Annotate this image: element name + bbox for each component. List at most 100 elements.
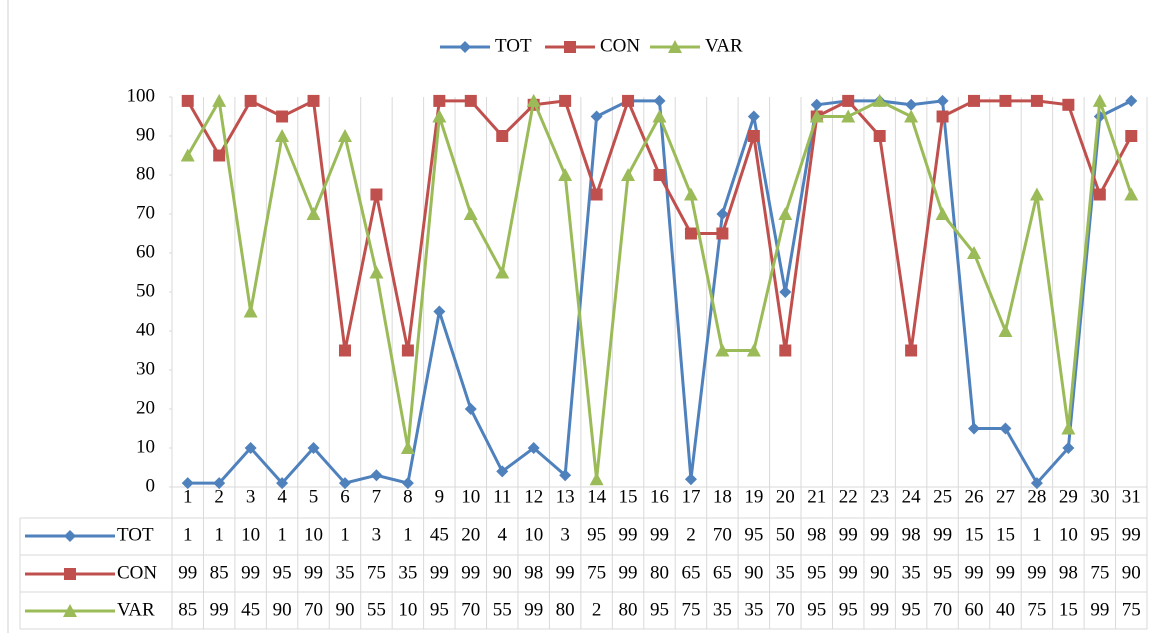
table-value: 2 xyxy=(592,599,602,620)
point xyxy=(306,207,321,220)
point xyxy=(243,304,258,318)
table-value: 10 xyxy=(398,599,417,620)
table-value: 95 xyxy=(807,599,826,620)
table-value: 99 xyxy=(650,524,669,545)
point xyxy=(337,129,352,142)
x-tick-label: 6 xyxy=(340,486,350,507)
legend-label: CON xyxy=(600,35,640,56)
x-tick-label: 12 xyxy=(524,486,543,507)
point xyxy=(433,305,446,318)
x-tick-label: 28 xyxy=(1027,486,1046,507)
table-value: 95 xyxy=(933,562,952,583)
table-value: 90 xyxy=(335,599,354,620)
x-tick-label: 13 xyxy=(556,486,575,507)
x-tick-label: 5 xyxy=(309,486,319,507)
table-value: 99 xyxy=(839,562,858,583)
point xyxy=(684,227,697,240)
point xyxy=(433,94,446,107)
legend-marker xyxy=(64,530,76,542)
legend-label: CON xyxy=(117,562,157,583)
point xyxy=(307,442,320,454)
table-value: 75 xyxy=(587,562,606,583)
x-tick-label: 10 xyxy=(461,486,480,507)
table-value: 99 xyxy=(870,524,889,545)
point xyxy=(1093,188,1106,201)
table-value: 99 xyxy=(839,524,858,545)
point xyxy=(276,110,289,123)
table-value: 99 xyxy=(430,562,449,583)
x-tick-label: 22 xyxy=(839,486,858,507)
table-value: 65 xyxy=(681,562,700,583)
table-value: 99 xyxy=(1027,562,1046,583)
table-value: 98 xyxy=(902,524,921,545)
point xyxy=(276,477,289,490)
x-tick-label: 25 xyxy=(933,486,952,507)
x-tick-label: 2 xyxy=(214,486,224,507)
point xyxy=(464,403,477,415)
table-value: 55 xyxy=(367,599,386,620)
table-value: 95 xyxy=(587,524,606,545)
x-tick-label: 15 xyxy=(619,486,638,507)
legend-marker xyxy=(459,41,471,53)
table-value: 1 xyxy=(183,524,193,545)
table-value: 99 xyxy=(524,599,543,620)
x-tick-label: 24 xyxy=(902,486,922,507)
table-value: 35 xyxy=(335,562,354,583)
x-tick-label: 9 xyxy=(435,486,445,507)
table-value: 90 xyxy=(493,562,512,583)
table-value: 99 xyxy=(210,599,229,620)
table-value: 50 xyxy=(776,524,795,545)
point xyxy=(244,94,257,107)
point xyxy=(715,343,730,357)
table-value: 15 xyxy=(1059,599,1078,620)
point xyxy=(810,98,823,111)
table-value: 95 xyxy=(273,562,292,583)
table-value: 4 xyxy=(497,524,507,545)
point xyxy=(401,344,414,357)
table-value: 2 xyxy=(686,524,696,545)
x-tick-label: 31 xyxy=(1122,486,1141,507)
y-tick-label: 30 xyxy=(136,358,155,379)
point xyxy=(1029,187,1044,201)
point xyxy=(181,94,194,107)
point xyxy=(370,188,383,201)
point xyxy=(716,227,729,240)
table-value: 90 xyxy=(744,562,763,583)
point xyxy=(935,207,950,220)
point xyxy=(778,207,793,220)
x-tick-label: 14 xyxy=(587,486,607,507)
point xyxy=(1030,94,1043,107)
table-value: 15 xyxy=(965,524,984,545)
table-value: 20 xyxy=(461,524,480,545)
point xyxy=(998,324,1013,337)
y-tick-label: 50 xyxy=(136,280,155,301)
point xyxy=(936,110,949,123)
table-value: 1 xyxy=(403,524,413,545)
table-value: 3 xyxy=(560,524,570,545)
point xyxy=(1125,130,1138,142)
table-value: 75 xyxy=(1122,599,1141,620)
table-value: 10 xyxy=(524,524,543,545)
table-value: 95 xyxy=(902,599,921,620)
table-value: 3 xyxy=(372,524,382,545)
point xyxy=(842,94,855,107)
table-value: 99 xyxy=(619,562,638,583)
point xyxy=(779,286,792,298)
y-tick-label: 0 xyxy=(146,475,156,496)
point xyxy=(213,149,226,162)
point xyxy=(653,94,666,107)
table-value: 99 xyxy=(241,562,260,583)
point xyxy=(1061,421,1076,435)
point xyxy=(527,442,540,454)
table-value: 95 xyxy=(650,599,669,620)
table-value: 70 xyxy=(776,599,795,620)
table-value: 1 xyxy=(1032,524,1042,545)
x-tick-label: 30 xyxy=(1090,486,1109,507)
legend-label: TOT xyxy=(495,35,532,56)
table-value: 45 xyxy=(241,599,260,620)
point xyxy=(589,472,604,486)
point xyxy=(244,442,257,454)
table-value: 75 xyxy=(1027,599,1046,620)
point xyxy=(496,130,509,142)
